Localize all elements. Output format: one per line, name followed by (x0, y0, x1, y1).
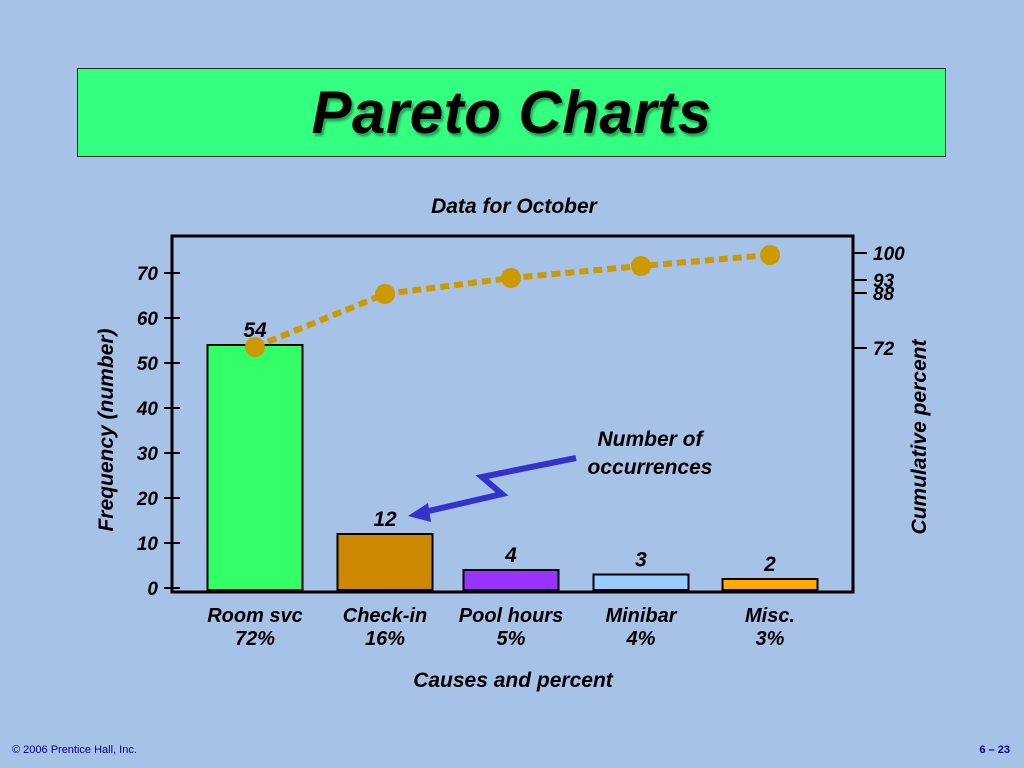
left-y-axis: 0 10 20 30 40 50 60 70 (136, 264, 180, 600)
bar-value-label-2: 4 (504, 544, 517, 567)
cumulative-point-2 (501, 268, 521, 288)
cumulative-point-1 (375, 284, 395, 304)
bar-3 (592, 573, 690, 591)
annotation-arrowhead (408, 503, 431, 522)
bar-value-label-4: 2 (763, 553, 776, 576)
x-category-percent-4: 3% (756, 628, 785, 650)
x-category-label-1: Check-in (343, 605, 427, 627)
annotation-line2: occurrences (588, 456, 713, 479)
y2-tick-label-2: 93 (873, 271, 895, 292)
slide-title: Pareto Charts (311, 79, 712, 146)
y-axis-label: Frequency (number) (95, 328, 118, 531)
cumulative-point-0 (245, 337, 265, 357)
y-tick-label-4: 40 (136, 399, 159, 420)
y2-tick-label-0: 72 (873, 339, 895, 360)
bar-series: 54 12 4 3 2 (206, 319, 819, 591)
x-category-label-4: Misc. (745, 605, 795, 627)
bar-2 (462, 569, 560, 591)
chart-title: Data for October (431, 195, 599, 218)
x-category-label-2: Pool hours (459, 605, 563, 627)
x-category-percent-3: 4% (626, 628, 656, 650)
cumulative-point-3 (631, 256, 651, 276)
copyright: © 2006 Prentice Hall, Inc. (12, 744, 137, 756)
y-tick-label-6: 60 (137, 309, 159, 330)
y-tick-label-7: 70 (137, 264, 159, 285)
bar-0 (206, 344, 304, 591)
x-category-label-0: Room svc (207, 605, 303, 627)
y2-axis-label: Cumulative percent (908, 339, 931, 535)
x-category-percent-0: 72% (235, 628, 275, 650)
bar-value-label-3: 3 (635, 549, 647, 572)
cumulative-point-4 (760, 245, 780, 265)
y2-tick-label-1: 88 (873, 284, 895, 305)
bar-value-label-1: 12 (373, 508, 397, 531)
x-category-label-3: Minibar (605, 605, 677, 627)
annotation: Number of occurrences (408, 428, 712, 522)
title-banner: Pareto Charts (77, 68, 946, 157)
bar-4 (721, 578, 819, 591)
x-category-percent-1: 16% (365, 628, 405, 650)
y2-tick-label-3: 100 (873, 244, 905, 265)
cumulative-line (245, 245, 780, 357)
annotation-line1: Number of (598, 428, 705, 451)
x-axis-label: Causes and percent (413, 669, 614, 692)
y-tick-label-1: 10 (137, 534, 159, 555)
bar-1 (336, 533, 434, 591)
y-tick-label-2: 20 (136, 489, 159, 510)
y-tick-label-3: 30 (137, 444, 159, 465)
y-tick-label-0: 0 (147, 579, 158, 600)
x-category-percent-2: 5% (497, 628, 526, 650)
y-tick-label-5: 50 (137, 354, 159, 375)
page-number: 6 – 23 (979, 744, 1010, 756)
bar-value-label-0: 54 (243, 319, 267, 342)
annotation-arrow (419, 455, 577, 516)
